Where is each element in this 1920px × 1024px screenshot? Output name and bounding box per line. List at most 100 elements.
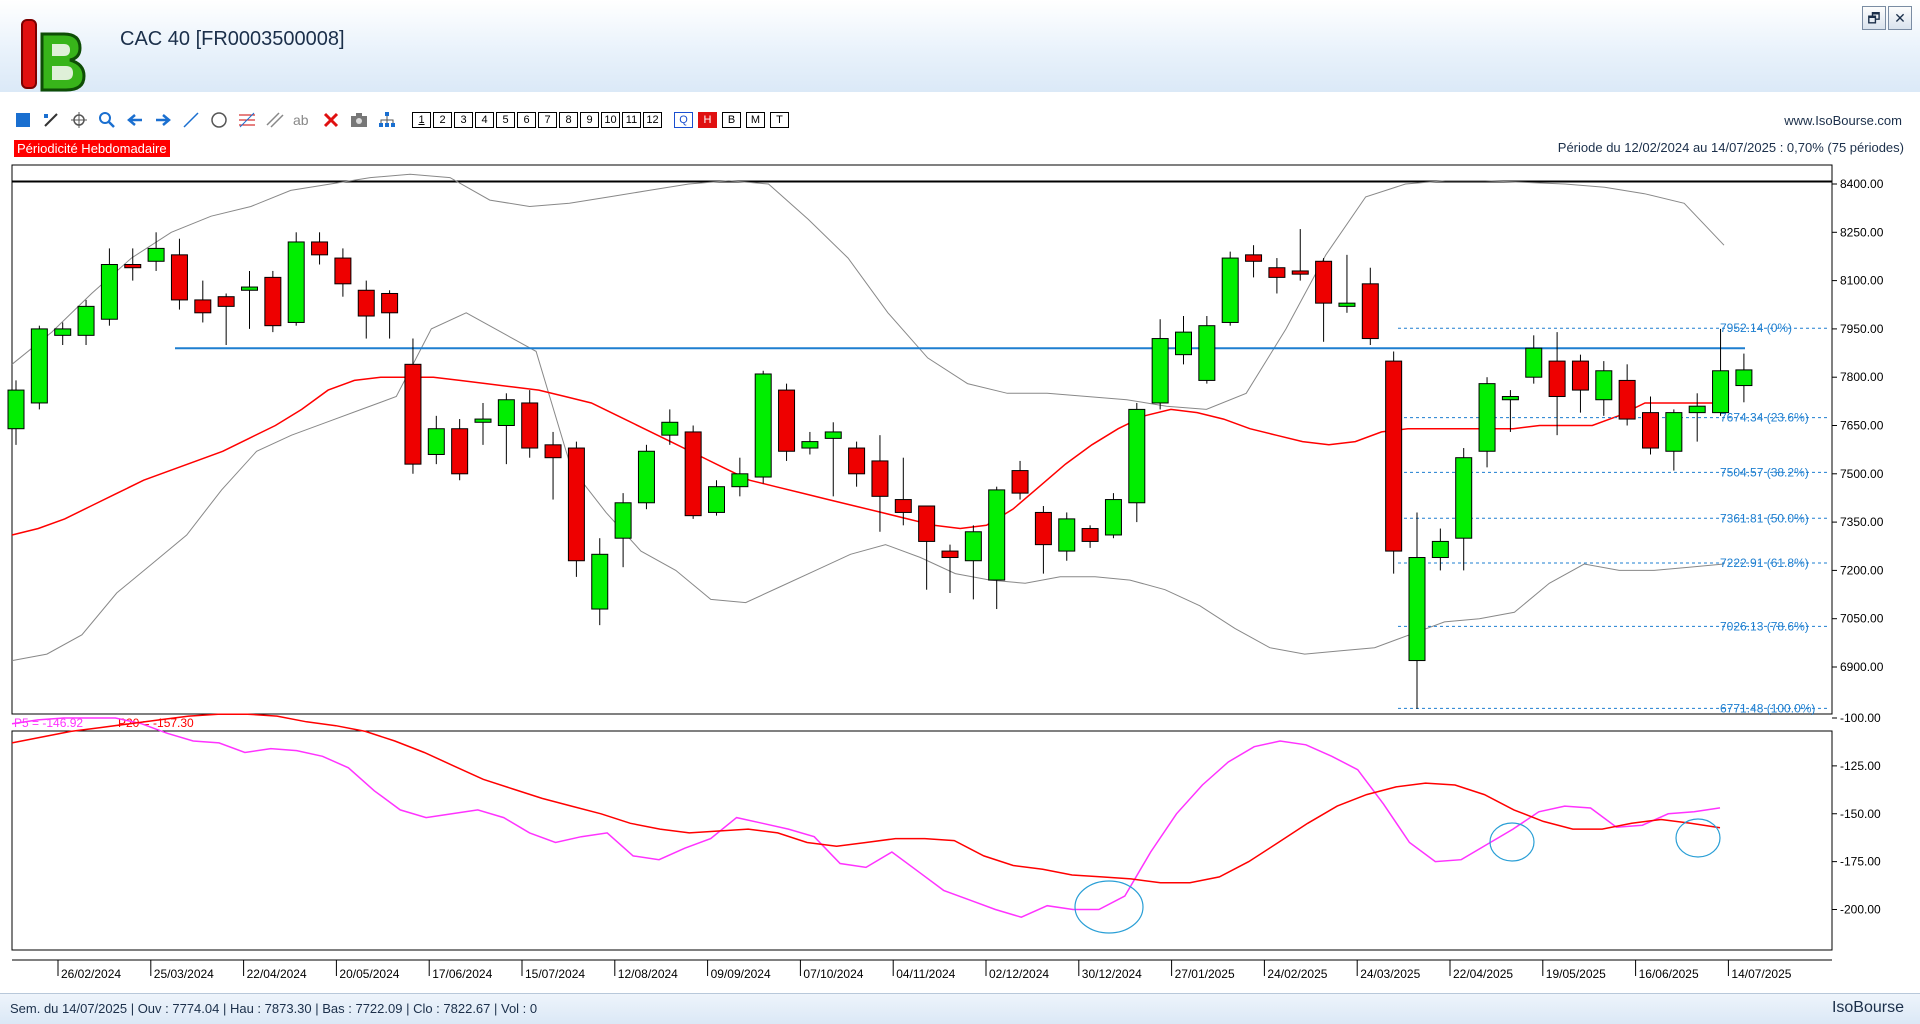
period-button-10[interactable]: 10 <box>601 112 620 128</box>
candle-body <box>1104 499 1122 536</box>
period-button-12[interactable]: 12 <box>643 112 662 128</box>
candle <box>1548 332 1566 436</box>
candle <box>1221 251 1239 326</box>
candle-body <box>1338 302 1356 307</box>
legend-p20: P20 = -157.30 <box>118 716 194 730</box>
isobourse-logo <box>21 19 86 92</box>
candle <box>567 441 585 577</box>
candle-body <box>1665 412 1683 452</box>
arrow-right-icon[interactable] <box>152 109 174 131</box>
candle <box>1408 512 1426 709</box>
fib-level-label: 7361.81 (50.0%) <box>1720 511 1809 525</box>
candle <box>661 409 679 445</box>
date-tick-label: 27/01/2025 <box>1175 967 1235 981</box>
price-tick-label: 6900.00 <box>1840 660 1884 674</box>
candle <box>1525 335 1543 384</box>
candle-body <box>661 421 679 436</box>
date-tick-label: 12/08/2024 <box>618 967 678 981</box>
legend-lbb20: LBB20 = 7216.21 <box>398 166 492 180</box>
candle-body <box>1571 360 1589 391</box>
camera-icon[interactable] <box>348 109 370 131</box>
candle-body <box>591 553 609 610</box>
candle <box>1175 316 1192 365</box>
candle <box>334 248 352 297</box>
candle-body <box>357 289 375 317</box>
channel-icon[interactable] <box>264 109 286 131</box>
candle-body <box>427 428 445 455</box>
candle <box>754 370 772 484</box>
period-button-3[interactable]: 3 <box>454 112 473 128</box>
text-tool-icon[interactable]: ab <box>292 109 314 131</box>
circle-tool-icon[interactable] <box>208 109 230 131</box>
fib-level-label: 7026.13 (78.6%) <box>1720 619 1809 633</box>
period-button-4[interactable]: 4 <box>475 112 494 128</box>
crosshair-icon[interactable] <box>68 109 90 131</box>
hierarchy-icon[interactable] <box>376 109 398 131</box>
candle-body <box>614 502 632 539</box>
candle-body <box>1268 267 1286 278</box>
price-pane-frame <box>11 181 1833 715</box>
candle-body <box>1081 528 1099 542</box>
date-tick-label: 09/09/2024 <box>711 967 771 981</box>
date-tick-label: 17/06/2024 <box>432 967 492 981</box>
candle-body <box>381 292 399 314</box>
highlight-circle <box>1675 818 1721 858</box>
candle <box>1455 448 1473 571</box>
candle-body <box>124 264 142 269</box>
period-button-2[interactable]: 2 <box>433 112 452 128</box>
fibonacci-icon[interactable] <box>236 109 258 131</box>
candle <box>497 393 515 465</box>
candle <box>1361 267 1379 345</box>
p5-line <box>11 717 1721 918</box>
period-button-9[interactable]: 9 <box>580 112 599 128</box>
draw-pencil-icon[interactable] <box>40 109 62 131</box>
arrow-left-icon[interactable] <box>124 109 146 131</box>
delete-icon[interactable] <box>320 109 342 131</box>
period-button-6[interactable]: 6 <box>517 112 536 128</box>
select-square-icon[interactable] <box>12 109 34 131</box>
period-button-1[interactable]: 1 <box>412 112 431 128</box>
oscillator-pane-frame <box>11 730 1833 951</box>
trendline-icon[interactable] <box>180 109 202 131</box>
candle-body <box>241 286 258 291</box>
status-bar: Sem. du 14/07/2025 | Ouv : 7774.04 | Hau… <box>0 993 1920 1024</box>
periodicity-button-h[interactable]: H <box>698 112 717 128</box>
candle <box>1081 525 1099 548</box>
candle <box>1595 361 1613 416</box>
candle-body <box>941 550 959 559</box>
period-button-7[interactable]: 7 <box>538 112 557 128</box>
candle <box>77 299 95 345</box>
period-button-8[interactable]: 8 <box>559 112 578 128</box>
candle-body <box>451 428 469 475</box>
candle <box>1315 258 1333 342</box>
restore-button[interactable]: 🗗 <box>1862 6 1886 30</box>
candle <box>1268 258 1286 294</box>
candle <box>591 538 609 626</box>
close-button[interactable]: ✕ <box>1888 6 1912 30</box>
periodicity-button-m[interactable]: M <box>746 112 765 128</box>
candle <box>1245 245 1263 278</box>
osc-tick-label: -125.00 <box>1840 759 1881 773</box>
candle-body <box>170 254 188 301</box>
candle-body <box>1034 511 1052 546</box>
period-button-11[interactable]: 11 <box>622 112 641 128</box>
price-tick-label: 7950.00 <box>1840 322 1884 336</box>
candle-body <box>287 241 305 323</box>
period-button-5[interactable]: 5 <box>496 112 515 128</box>
periodicity-button-b[interactable]: B <box>722 112 741 128</box>
site-link[interactable]: www.IsoBourse.com <box>1784 113 1902 128</box>
candle-body <box>1735 369 1753 387</box>
candle <box>544 431 562 500</box>
date-tick-label: 04/11/2024 <box>896 967 955 981</box>
candle-body <box>30 328 48 404</box>
fib-level-label: 7222.91 (61.8%) <box>1720 556 1809 570</box>
periodicity-button-q[interactable]: Q <box>674 112 693 128</box>
candle-body <box>404 363 422 465</box>
svg-text:ab: ab <box>293 112 309 128</box>
candle-body <box>1548 360 1566 398</box>
periodicity-button-t[interactable]: T <box>770 112 789 128</box>
candle <box>521 390 539 458</box>
zoom-icon[interactable] <box>96 109 118 131</box>
